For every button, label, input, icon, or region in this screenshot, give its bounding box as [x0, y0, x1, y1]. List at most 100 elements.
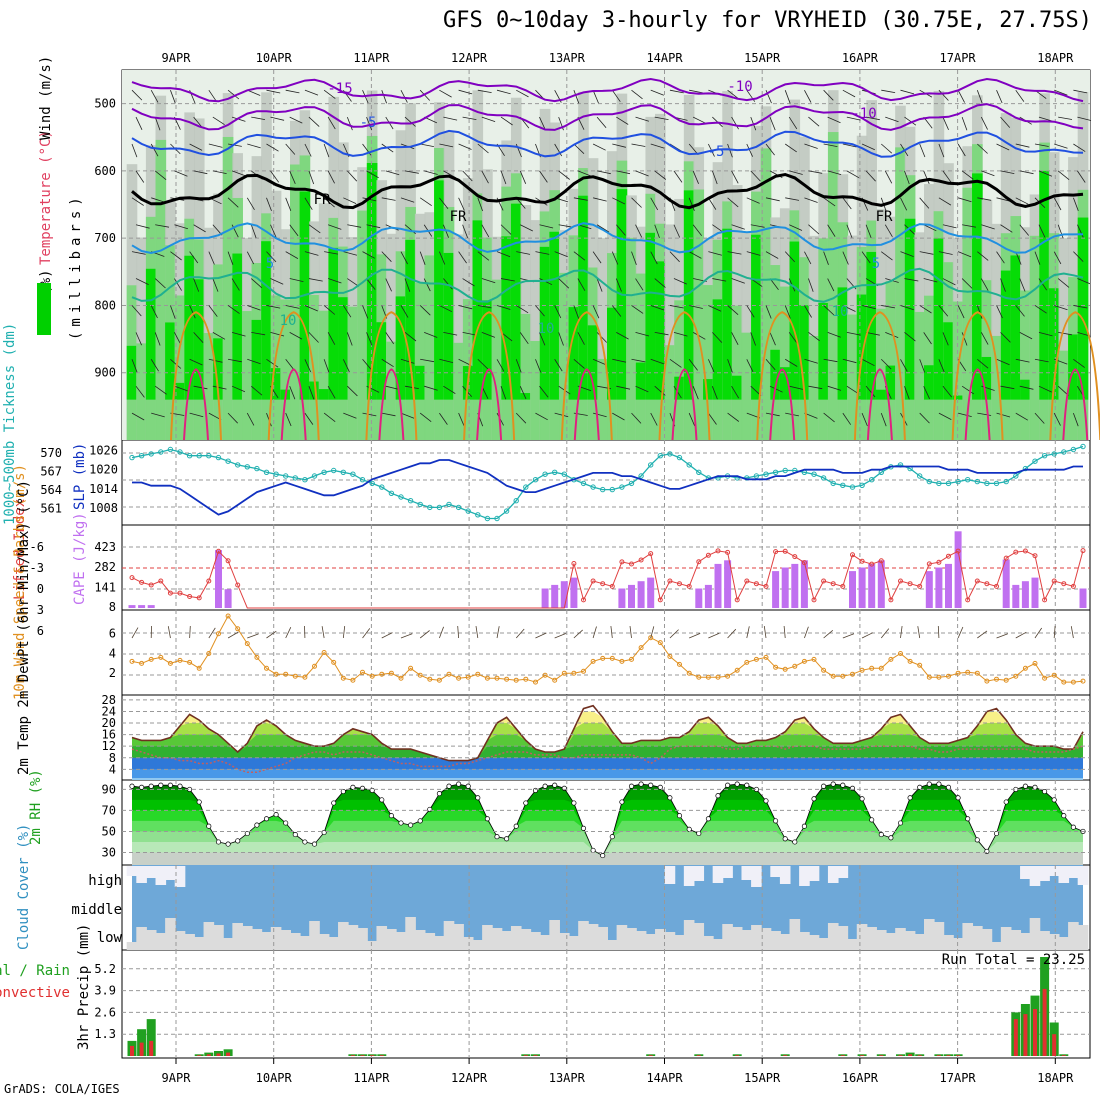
cloud-low-block: [616, 925, 628, 950]
wind-barb: [539, 116, 546, 130]
temp-contour-15: [1049, 311, 1100, 441]
wind-speed-point: [705, 674, 711, 680]
cloud-layer-label: middle: [71, 902, 122, 918]
date-label-top: 14APR: [646, 51, 683, 65]
surface-wind-barb: [592, 626, 597, 639]
thickness-point: [494, 515, 500, 522]
thickness-point: [600, 486, 606, 493]
wind-barb: [577, 170, 592, 177]
surface-wind-barb: [763, 626, 767, 639]
wind-barb: [554, 143, 563, 157]
thickness-point: [926, 478, 932, 485]
precip-tick-label: 1.3: [94, 1027, 116, 1041]
rh-area-high: [549, 231, 560, 400]
lifted-index-point: [792, 554, 798, 560]
surface-wind-barb: [475, 626, 479, 639]
lifted-index-point: [139, 579, 145, 585]
rh-area-mid: [703, 285, 714, 440]
lifted-index-point: [657, 597, 663, 603]
rh-tick-label: 30: [102, 845, 116, 859]
thickness-point: [859, 482, 865, 488]
wind-barb: [942, 385, 953, 398]
wind-barb: [400, 197, 415, 203]
wind-barb: [520, 224, 533, 232]
wind-barb: [573, 251, 586, 261]
wind-barb: [592, 197, 607, 202]
rh-area-high: [261, 241, 272, 400]
cape-bar: [647, 577, 655, 608]
wind-barb: [208, 251, 215, 265]
cape-bar: [781, 567, 789, 608]
wind-barb: [1019, 224, 1030, 236]
cloud-high-block: [1048, 866, 1060, 876]
wind-barb: [923, 386, 930, 400]
wind-barb: [788, 332, 798, 344]
wind-barb: [558, 278, 570, 289]
rh-area-high: [904, 218, 916, 400]
thickness-point: [465, 508, 471, 514]
lifted-index-point: [869, 561, 875, 567]
wind-barb: [419, 412, 432, 423]
wind-barb: [784, 90, 791, 104]
chart-title: GFS 0~10day 3-hourly for VRYHEID (30.75E…: [442, 8, 1092, 33]
cloud-low-block: [443, 921, 455, 950]
wind-barb: [842, 143, 857, 148]
rh-area-mid: [318, 310, 330, 440]
wind-barb: [135, 170, 145, 183]
wind-barb: [304, 197, 313, 210]
thickness-point: [1080, 443, 1086, 450]
wind-barb: [731, 116, 739, 130]
cloud-high-block: [1068, 866, 1079, 878]
wind-barb: [727, 359, 733, 373]
wind-barb: [519, 332, 529, 345]
cloud-low-block: [779, 934, 791, 950]
rh-area-mid: [635, 273, 647, 440]
wind-speed-point: [1051, 672, 1057, 678]
slp-tick-label: 1008: [89, 501, 118, 515]
temp-axis-label: 2m Temp 2m DewPt (6hr Min/Max) (°C): [16, 480, 32, 775]
wind-barb: [443, 116, 458, 121]
wind-speed-point: [1022, 665, 1028, 671]
wind-barb: [420, 358, 435, 363]
cloud-low-block: [309, 921, 320, 950]
cloud-low-block: [981, 929, 993, 950]
date-label-bottom: 10APR: [256, 1071, 293, 1085]
wind-barb: [804, 197, 818, 203]
wind-barb: [708, 251, 723, 256]
precip-total-bar: [358, 1054, 367, 1056]
wind-barb: [977, 251, 989, 261]
precip-total-bar: [348, 1054, 358, 1056]
cape-bar: [868, 563, 876, 608]
wind-barb: [1077, 170, 1086, 183]
wind-barb: [439, 358, 454, 363]
wind-speed-point: [571, 670, 577, 676]
surface-wind-barb: [900, 626, 903, 639]
lifted-index-point: [629, 561, 634, 567]
wind-barb: [477, 358, 489, 370]
rh-point: [773, 818, 779, 824]
wind-barb: [323, 359, 330, 373]
thickness-point: [772, 469, 779, 475]
rh-area-high: [952, 395, 964, 400]
wind-barb: [381, 358, 394, 368]
cloud-high-block: [1077, 866, 1089, 885]
cloud-low-block: [251, 929, 263, 950]
wind-speed-point: [840, 673, 846, 679]
rh-area-mid: [241, 311, 253, 440]
rh-area-high: [674, 376, 685, 400]
wind-speed-point: [965, 669, 971, 675]
wind-barb: [500, 386, 507, 400]
cloud-low-block: [126, 942, 138, 950]
wind-speed-point: [158, 654, 164, 660]
rh-point: [744, 782, 750, 788]
lifted-index-point: [705, 552, 711, 558]
wind-barb: [808, 170, 823, 174]
wind-barb: [977, 412, 992, 416]
wind-barb: [1015, 89, 1025, 102]
wind-barb: [712, 278, 727, 282]
rh-area-mid: [386, 341, 397, 440]
wind-barb: [942, 116, 949, 131]
wind-speed-point: [869, 665, 875, 671]
lifted-index-point: [974, 578, 980, 584]
wind-barb: [285, 143, 296, 155]
